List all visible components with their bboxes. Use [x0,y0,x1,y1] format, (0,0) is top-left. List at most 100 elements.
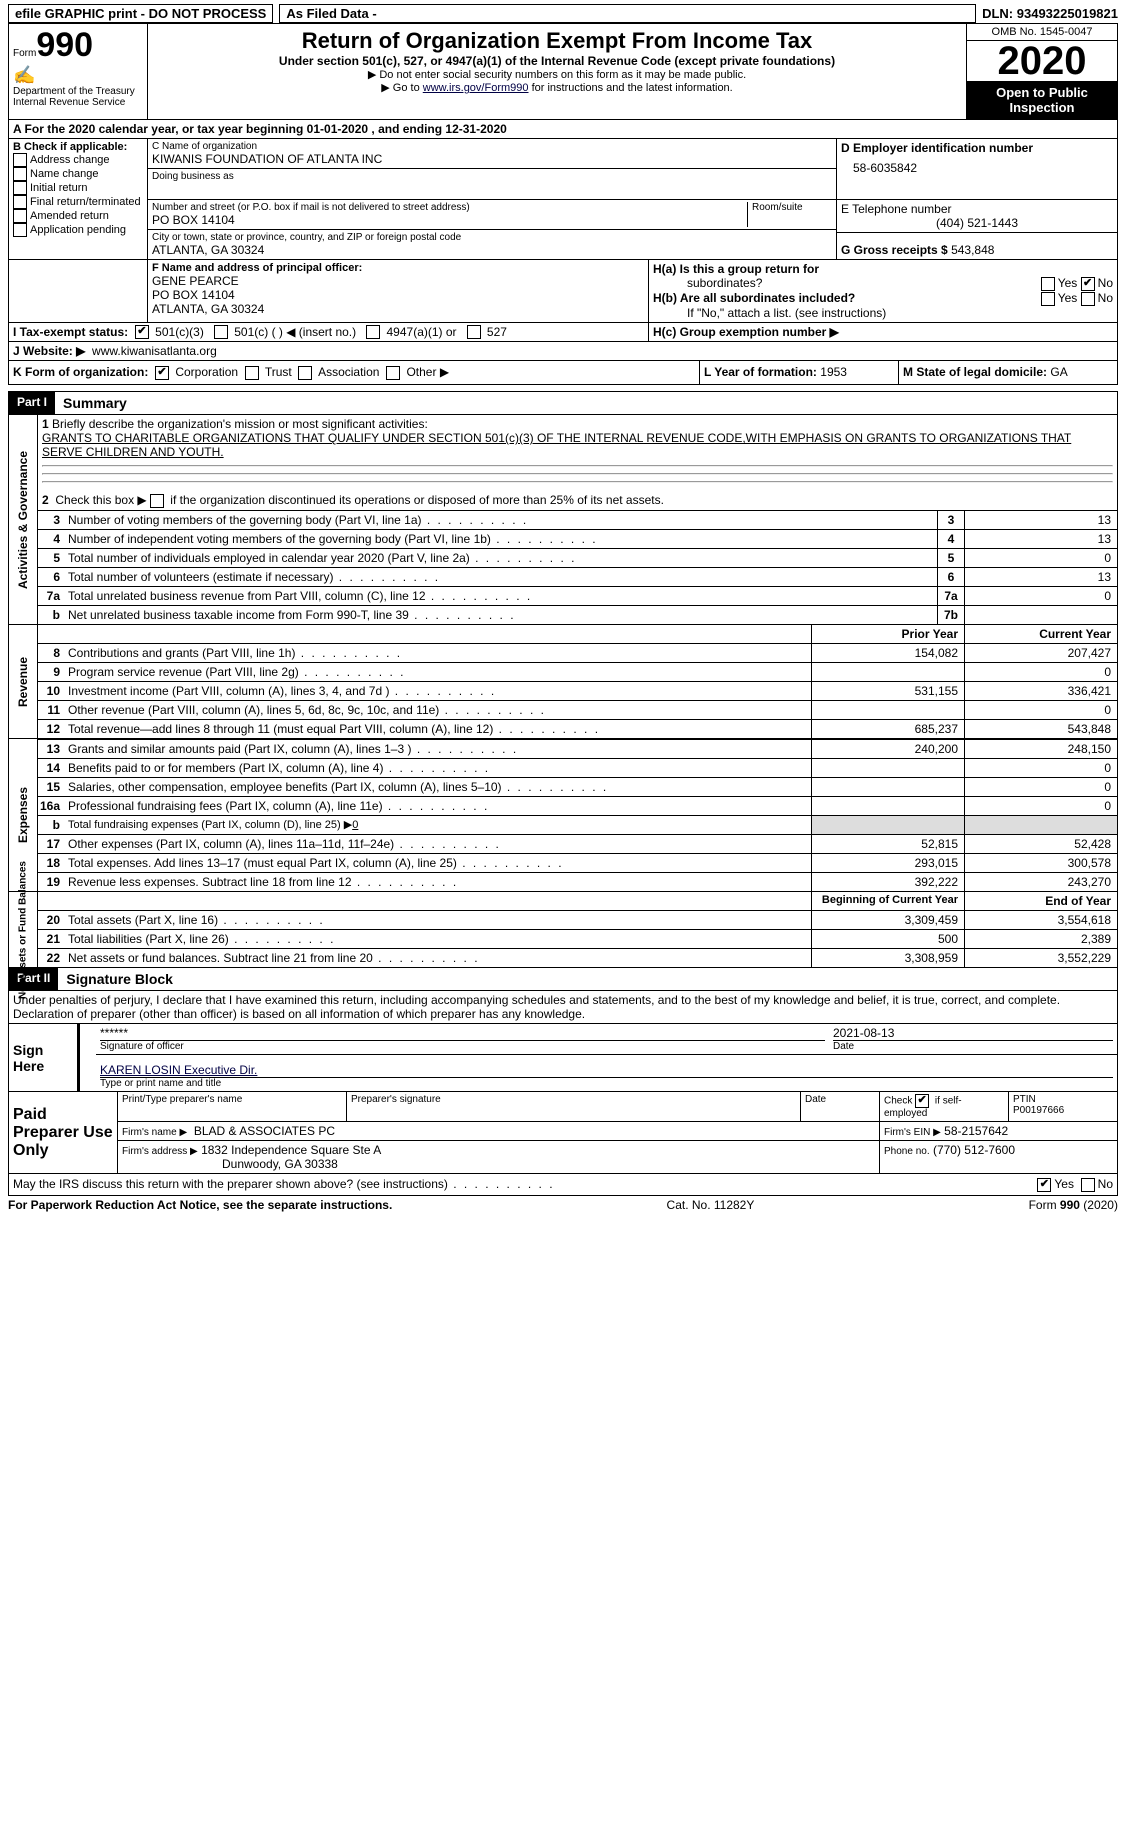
b-header: B Check if applicable: [13,141,143,153]
i-527[interactable] [467,325,481,339]
officer-addr2: ATLANTA, GA 30324 [152,302,644,316]
discuss-no[interactable]: No [1081,1177,1113,1192]
city: ATLANTA, GA 30324 [152,243,832,257]
rev-side: Revenue [16,657,30,707]
part-ii-header: Part II Signature Block [8,968,1118,991]
discuss-yes[interactable]: ✔Yes [1037,1177,1074,1192]
declaration: Under penalties of perjury, I declare th… [8,991,1118,1024]
chk-address[interactable]: Address change [13,153,143,167]
chk-final[interactable]: Final return/terminated [13,195,143,209]
j-row: J Website: ▶ www.kiwanisatlanta.org [8,342,1118,361]
hb-yes[interactable]: Yes [1041,291,1078,306]
addr-lbl: Firm's address ▶ [122,1146,198,1157]
officer-addr1: PO BOX 14104 [152,288,644,302]
dba-label: Doing business as [152,171,832,182]
chk-name[interactable]: Name change [13,167,143,181]
footer-left: For Paperwork Reduction Act Notice, see … [8,1198,392,1212]
phone-lbl: Phone no. [884,1146,930,1157]
l1-label: Briefly describe the organization's miss… [52,417,428,431]
k-trust[interactable] [245,366,259,380]
efile-notice: efile GRAPHIC print - DO NOT PROCESS [8,4,273,23]
l2-check[interactable] [150,494,164,508]
website: www.kiwanisatlanta.org [92,344,217,358]
chk-initial[interactable]: Initial return [13,181,143,195]
i-501c[interactable] [214,325,228,339]
exp-side: Expenses [16,787,30,843]
dln: DLN: 93493225019821 [982,6,1118,21]
k-other[interactable] [386,366,400,380]
firm-phone: (770) 512-7600 [933,1143,1015,1157]
f-h-block: F Name and address of principal officer:… [8,260,1118,323]
chk-amended[interactable]: Amended return [13,209,143,223]
firm-name: BLAD & ASSOCIATES PC [194,1124,335,1138]
domicile: GA [1050,365,1067,379]
k-row: K Form of organization: ✔ Corporation Tr… [8,361,1118,385]
h-b: H(b) Are all subordinates included? [653,291,855,305]
ha-yes[interactable]: Yes [1041,276,1078,291]
l2: Check this box ▶ if the organization dis… [55,493,664,507]
subtitle-1: Under section 501(c), 527, or 4947(a)(1)… [154,54,960,68]
form-header: Form990 ✍ Department of the Treasury Int… [8,23,1118,120]
officer-link[interactable]: KAREN LOSIN Executive Dir. [100,1063,257,1077]
paid-preparer: Paid Preparer Use Only [9,1092,118,1174]
ein: 58-6035842 [841,155,1113,175]
officer-name: GENE PEARCE [152,274,644,288]
tax-year: 2020 [967,41,1117,81]
part-i-title: Summary [55,392,135,414]
i-row: I Tax-exempt status: ✔ 501(c)(3) 501(c) … [8,323,1118,343]
m-label: M State of legal domicile: [903,365,1047,379]
na-side: Net Assets or Fund Balances [18,861,29,999]
firm-addr2: Dunwoody, GA 30338 [122,1157,338,1171]
e-label: E Telephone number [841,202,1113,216]
gross-receipts: 543,848 [951,243,994,257]
k-corp[interactable]: ✔ [155,366,169,380]
sig-stars: ****** [100,1026,825,1040]
street-label: Number and street (or P.O. box if mail i… [152,202,747,213]
street: PO BOX 14104 [152,213,747,227]
chk-pending[interactable]: Application pending [13,223,143,237]
irs-link[interactable]: www.irs.gov/Form990 [423,82,529,94]
name-label: Type or print name and title [100,1078,1113,1089]
part-i-num: Part I [9,392,55,414]
i-4947[interactable] [366,325,380,339]
top-bar: efile GRAPHIC print - DO NOT PROCESS As … [8,4,1118,23]
phone: (404) 521-1443 [841,216,1113,230]
j-label: J Website: ▶ [13,344,85,358]
firm-lbl: Firm's name ▶ [122,1127,187,1138]
sig-label: Signature of officer [100,1040,825,1052]
prep-sig-lbl: Preparer's signature [347,1092,801,1122]
part-i-header: Part I Summary [8,391,1118,415]
part-ii-num: Part II [9,968,58,990]
hb-no[interactable]: No [1081,291,1113,306]
ein-lbl: Firm's EIN ▶ [884,1127,941,1138]
k-label: K Form of organization: [13,365,148,379]
d-label: D Employer identification number [841,141,1113,155]
as-filed: As Filed Data - [279,4,976,23]
self-emp-check[interactable]: ✔ [915,1094,929,1108]
i-label: I Tax-exempt status: [13,325,128,339]
subtitle-2: ▶ Do not enter social security numbers o… [154,68,960,81]
footer: For Paperwork Reduction Act Notice, see … [8,1196,1118,1212]
h-note: If "No," attach a list. (see instruction… [653,306,1113,320]
part-ii-title: Signature Block [58,968,181,990]
prior-year-hdr: Prior Year [811,625,964,643]
date-label: Date [833,1040,1113,1052]
form-number: 990 [36,26,93,64]
prep-date-lbl: Date [801,1092,880,1122]
firm-addr1: 1832 Independence Square Ste A [201,1143,381,1157]
row-a: A For the 2020 calendar year, or tax yea… [8,120,1118,139]
dept: Department of the Treasury [13,86,143,97]
year-formed: 1953 [820,365,847,379]
k-assoc[interactable] [298,366,312,380]
gov-side: Activities & Governance [16,451,30,589]
c-name-label: C Name of organization [152,141,832,152]
subtitle-3: ▶ Go to www.irs.gov/Form990 for instruct… [154,81,960,94]
i-501c3[interactable]: ✔ [135,325,149,339]
ha-no[interactable]: ✔No [1081,276,1113,291]
g-label: G Gross receipts $ [841,243,948,257]
irs: Internal Revenue Service [13,97,143,108]
sig-date: 2021-08-13 [833,1026,1113,1040]
f-label: F Name and address of principal officer: [152,262,644,274]
discuss-text: May the IRS discuss this return with the… [13,1177,1037,1192]
preparer-block: Paid Preparer Use Only Print/Type prepar… [8,1092,1118,1174]
